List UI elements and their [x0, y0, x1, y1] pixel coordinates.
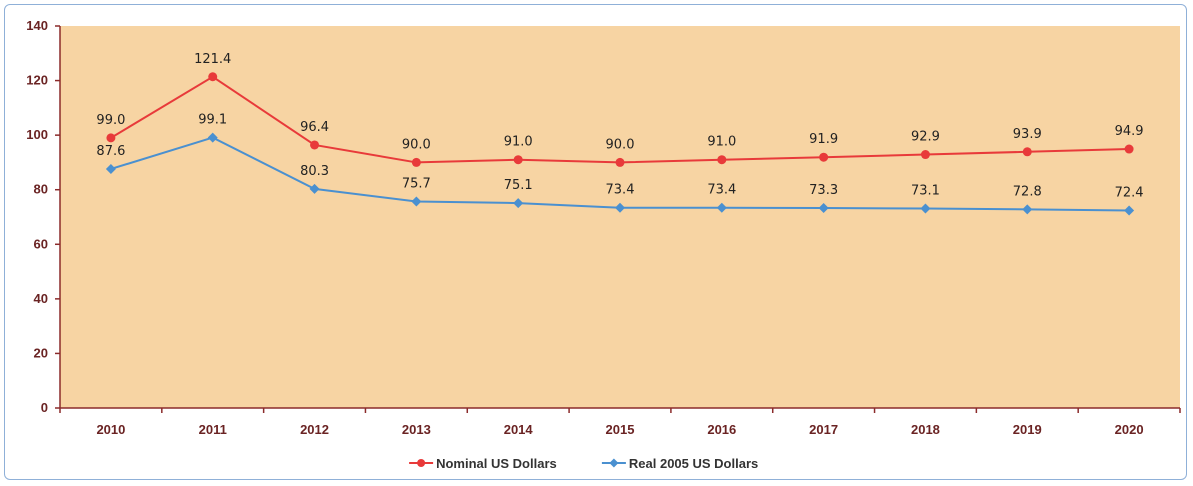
legend-marker [609, 458, 619, 468]
data-label: 93.9 [1013, 127, 1042, 142]
y-tick-label: 140 [26, 18, 48, 33]
data-label: 72.8 [1013, 184, 1042, 199]
data-label: 75.7 [402, 176, 431, 191]
data-label: 90.0 [606, 137, 635, 152]
legend-entry-1: Nominal US Dollars [436, 456, 557, 471]
data-point [1124, 144, 1134, 154]
data-point [1022, 204, 1033, 215]
data-point [716, 202, 727, 213]
y-tick-label: 40 [34, 291, 48, 306]
data-label: 80.3 [300, 164, 329, 179]
data-point [513, 155, 523, 165]
data-label: 96.4 [300, 120, 329, 135]
data-point [105, 163, 116, 174]
y-tick-label: 80 [34, 182, 48, 197]
data-label: 99.1 [198, 113, 227, 128]
data-label: 91.0 [504, 135, 533, 150]
x-tick-label: 2020 [1115, 422, 1144, 437]
legend-entry-2: Real 2005 US Dollars [629, 456, 758, 471]
data-label: 73.4 [606, 183, 635, 198]
data-label: 72.4 [1115, 185, 1144, 200]
y-tick-label: 20 [34, 345, 48, 360]
x-tick-label: 2016 [707, 422, 736, 437]
data-point [920, 150, 930, 160]
data-point [1124, 205, 1135, 216]
data-label: 73.3 [809, 183, 838, 198]
data-point [207, 132, 218, 143]
data-point [615, 157, 625, 167]
plot-area [60, 26, 1180, 408]
data-label: 73.1 [911, 184, 940, 199]
x-tick-label: 2019 [1013, 422, 1042, 437]
data-point [513, 198, 524, 209]
data-point [717, 155, 727, 165]
y-tick-label: 0 [41, 400, 48, 415]
data-label: 87.6 [96, 144, 125, 159]
data-point [106, 133, 116, 143]
data-label: 73.4 [707, 183, 736, 198]
y-tick-label: 60 [34, 236, 48, 251]
data-label: 75.1 [504, 178, 533, 193]
data-point [310, 140, 320, 150]
data-point [920, 203, 931, 214]
y-tick-label: 120 [26, 73, 48, 88]
legend-marker [417, 459, 426, 467]
data-point [1022, 147, 1032, 157]
data-point [208, 72, 218, 82]
x-tick-label: 2011 [199, 422, 227, 437]
x-tick-label: 2012 [300, 422, 329, 437]
data-label: 94.9 [1115, 124, 1144, 139]
data-label: 99.0 [96, 113, 125, 128]
x-tick-label: 2017 [809, 422, 838, 437]
x-tick-label: 2013 [402, 422, 431, 437]
x-tick-label: 2010 [96, 422, 125, 437]
data-point [615, 202, 625, 213]
data-label: 91.9 [809, 132, 838, 147]
data-point [819, 152, 829, 162]
x-tick-label: 2015 [606, 422, 635, 437]
x-tick-label: 2018 [911, 422, 940, 437]
data-point [818, 202, 829, 213]
data-point [309, 183, 320, 194]
data-label: 90.0 [402, 137, 431, 152]
y-tick-label: 100 [26, 127, 48, 142]
x-tick-label: 2014 [504, 422, 534, 437]
data-label: 121.4 [194, 52, 231, 67]
data-point [411, 196, 422, 207]
data-label: 91.0 [707, 135, 736, 150]
data-point [411, 157, 421, 167]
data-label: 92.9 [911, 130, 940, 145]
